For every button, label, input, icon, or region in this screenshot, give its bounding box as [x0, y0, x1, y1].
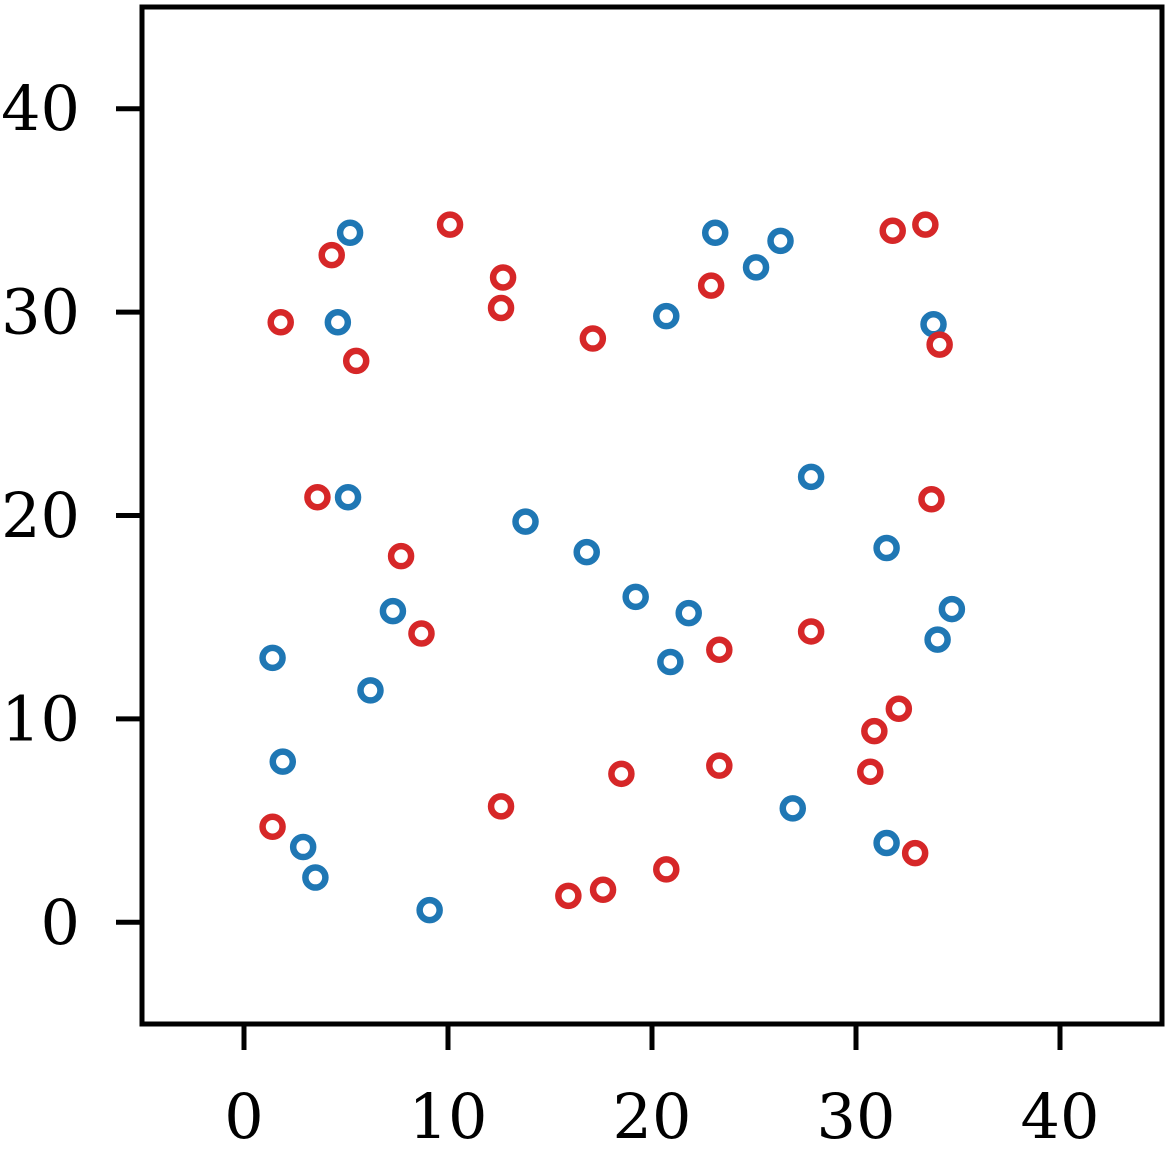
blue-data-point	[920, 311, 947, 338]
blue-data-point	[653, 302, 680, 330]
blue-data-point	[302, 864, 329, 891]
blue-data-point	[259, 644, 286, 672]
blue-data-point	[767, 227, 794, 255]
red-data-point	[436, 211, 464, 238]
red-data-point	[861, 717, 888, 745]
red-data-point	[487, 294, 515, 322]
red-data-point	[879, 217, 906, 244]
points-layer	[259, 211, 966, 924]
blue-data-point	[873, 829, 900, 857]
red-data-point	[489, 264, 517, 291]
blue-data-point	[701, 219, 729, 247]
red-data-point	[589, 876, 617, 904]
x-tick-label: 40	[1021, 1080, 1100, 1153]
red-data-point	[579, 325, 607, 352]
red-data-point	[608, 760, 635, 788]
red-data-point	[408, 620, 435, 647]
red-data-point	[912, 211, 939, 238]
x-tick-label: 30	[817, 1080, 896, 1153]
blue-data-point	[657, 648, 684, 676]
blue-data-point	[938, 595, 966, 623]
blue-data-point	[873, 534, 900, 562]
blue-data-point	[742, 254, 770, 281]
blue-data-point	[622, 583, 649, 611]
blue-data-point	[324, 309, 352, 336]
y-tick-label: 30	[1, 276, 80, 349]
y-tick-label: 20	[1, 479, 80, 552]
red-data-point	[318, 241, 345, 269]
red-data-point	[259, 813, 286, 840]
red-data-point	[885, 695, 913, 722]
blue-data-point	[379, 597, 407, 625]
blue-data-point	[797, 463, 825, 491]
x-tick-label: 0	[224, 1080, 263, 1153]
red-data-point	[304, 483, 331, 511]
red-data-point	[653, 856, 680, 883]
red-data-point	[387, 542, 415, 570]
red-data-point	[487, 793, 515, 820]
red-data-point	[926, 331, 953, 358]
y-tick-label: 0	[41, 886, 80, 959]
blue-data-point	[416, 896, 443, 924]
y-tick-label: 10	[1, 682, 80, 755]
blue-data-point	[779, 795, 807, 822]
red-data-point	[857, 758, 884, 786]
red-data-point	[901, 839, 929, 867]
blue-data-point	[573, 538, 600, 566]
red-data-point	[697, 272, 725, 299]
x-tick-label: 10	[409, 1080, 488, 1153]
x-tick-label: 20	[613, 1080, 692, 1153]
blue-data-point	[336, 219, 364, 247]
blue-data-point	[924, 626, 951, 653]
red-data-point	[797, 618, 825, 645]
red-data-point	[706, 752, 733, 779]
red-data-point	[342, 347, 370, 375]
ticks-layer: 0 10 20 30 40 0 10 20 30 40	[1, 72, 1099, 1153]
plot-frame	[139, 4, 1165, 1027]
red-data-point	[918, 485, 945, 513]
y-tick-label: 40	[1, 72, 80, 145]
blue-data-point	[512, 508, 539, 535]
red-data-point	[267, 309, 294, 336]
red-data-point	[555, 882, 582, 910]
red-data-point	[706, 636, 733, 663]
blue-data-point	[357, 677, 384, 704]
blue-data-point	[289, 833, 317, 861]
blue-data-point	[269, 748, 297, 775]
blue-data-point	[334, 483, 362, 511]
blue-data-point	[675, 599, 702, 627]
